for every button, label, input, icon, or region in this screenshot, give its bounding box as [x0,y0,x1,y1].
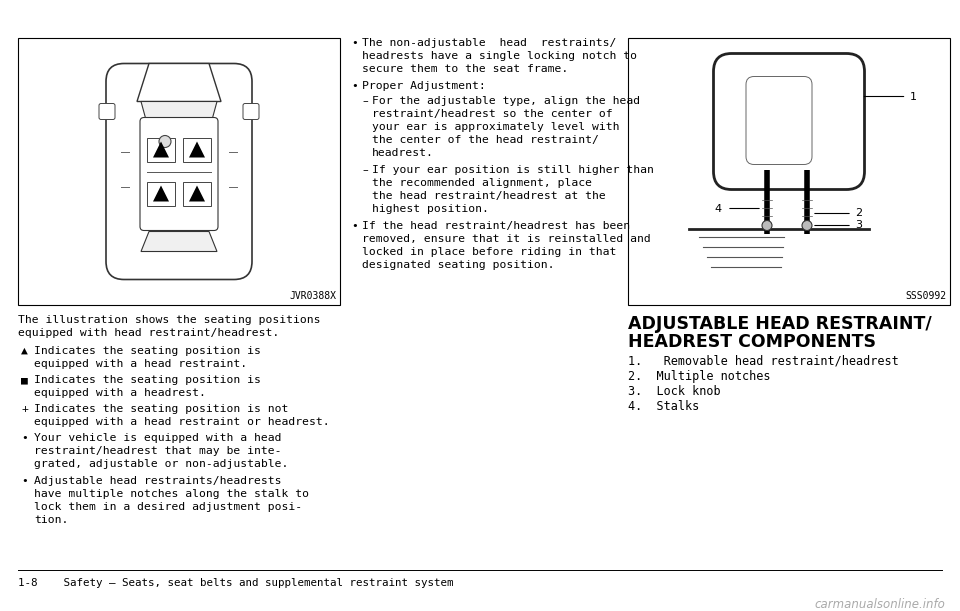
Text: tion.: tion. [34,515,68,525]
Polygon shape [189,142,205,158]
Text: restraint/headrest so the center of: restraint/headrest so the center of [372,109,612,119]
Text: have multiple notches along the stalk to: have multiple notches along the stalk to [34,489,309,499]
Bar [147,181,175,205]
Polygon shape [153,142,169,158]
Text: removed, ensure that it is reinstalled and: removed, ensure that it is reinstalled a… [362,234,651,244]
Polygon shape [137,64,221,101]
Polygon shape [189,186,205,202]
Text: Indicates the seating position is: Indicates the seating position is [34,346,261,356]
Text: carmanualsonline.info: carmanualsonline.info [814,598,945,611]
Text: If the head restraint/headrest has been: If the head restraint/headrest has been [362,221,630,231]
Text: lock them in a desired adjustment posi-: lock them in a desired adjustment posi- [34,502,302,512]
Text: 4.  Stalks: 4. Stalks [628,400,699,413]
Text: 1.   Removable head restraint/headrest: 1. Removable head restraint/headrest [628,355,899,368]
Text: 3.  Lock knob: 3. Lock knob [628,385,721,398]
FancyBboxPatch shape [140,117,218,230]
Bar [628,38,950,305]
Text: ■: ■ [21,375,28,385]
FancyBboxPatch shape [243,103,259,120]
Circle shape [159,136,171,147]
Text: 2.  Multiple notches: 2. Multiple notches [628,370,771,383]
Text: equipped with a head restraint or headrest.: equipped with a head restraint or headre… [34,417,329,427]
Text: •: • [351,81,358,91]
Text: The illustration shows the seating positions: The illustration shows the seating posit… [18,315,321,325]
Text: •: • [21,476,28,486]
Text: grated, adjustable or non-adjustable.: grated, adjustable or non-adjustable. [34,459,288,469]
FancyBboxPatch shape [106,64,252,279]
Polygon shape [141,232,217,252]
Text: equipped with a head restraint.: equipped with a head restraint. [34,359,247,369]
Text: the head restraint/headrest at the: the head restraint/headrest at the [372,191,606,201]
Text: the center of the head restraint/: the center of the head restraint/ [372,135,599,145]
Text: designated seating position.: designated seating position. [362,260,555,270]
FancyBboxPatch shape [99,103,115,120]
Text: Your vehicle is equipped with a head: Your vehicle is equipped with a head [34,433,281,443]
Text: 1-8    Safety – Seats, seat belts and supplemental restraint system: 1-8 Safety – Seats, seat belts and suppl… [18,578,453,588]
Bar [183,181,211,205]
Text: ▲: ▲ [21,346,28,356]
Text: highest position.: highest position. [372,204,489,214]
FancyBboxPatch shape [746,76,812,164]
Text: 1: 1 [909,92,917,101]
Text: headrests have a single locking notch to: headrests have a single locking notch to [362,51,637,61]
Text: Proper Adjustment:: Proper Adjustment: [362,81,486,91]
FancyBboxPatch shape [713,54,865,189]
Text: 4: 4 [715,203,722,213]
Text: Indicates the seating position is not: Indicates the seating position is not [34,404,288,414]
Bar [147,137,175,161]
Bar [183,137,211,161]
Text: your ear is approximately level with: your ear is approximately level with [372,122,619,132]
Text: ADJUSTABLE HEAD RESTRAINT/: ADJUSTABLE HEAD RESTRAINT/ [628,315,932,333]
Circle shape [762,221,772,230]
Text: •: • [351,38,358,48]
Polygon shape [141,101,217,123]
Text: equipped with head restraint/headrest.: equipped with head restraint/headrest. [18,328,279,338]
Text: locked in place before riding in that: locked in place before riding in that [362,247,616,257]
Text: equipped with a headrest.: equipped with a headrest. [34,388,205,398]
Text: For the adjustable type, align the head: For the adjustable type, align the head [372,96,640,106]
Text: HEADREST COMPONENTS: HEADREST COMPONENTS [628,333,876,351]
Text: •: • [21,433,28,443]
Text: restraint/headrest that may be inte-: restraint/headrest that may be inte- [34,446,281,456]
Text: +: + [21,404,28,414]
Text: headrest.: headrest. [372,148,434,158]
Text: Adjustable head restraints/headrests: Adjustable head restraints/headrests [34,476,281,486]
Text: If your ear position is still higher than: If your ear position is still higher tha… [372,165,654,175]
Bar [18,38,340,305]
Text: secure them to the seat frame.: secure them to the seat frame. [362,64,568,74]
Text: the recommended alignment, place: the recommended alignment, place [372,178,592,188]
Text: 2: 2 [855,208,862,219]
Text: Indicates the seating position is: Indicates the seating position is [34,375,261,385]
Text: •: • [351,221,358,231]
Text: –: – [362,96,368,106]
Text: The non-adjustable  head  restraints/: The non-adjustable head restraints/ [362,38,616,48]
Text: –: – [362,165,368,175]
Text: JVR0388X: JVR0388X [289,291,336,301]
Circle shape [802,221,812,230]
Polygon shape [153,186,169,202]
Text: SSS0992: SSS0992 [905,291,946,301]
Text: 3: 3 [855,221,862,230]
